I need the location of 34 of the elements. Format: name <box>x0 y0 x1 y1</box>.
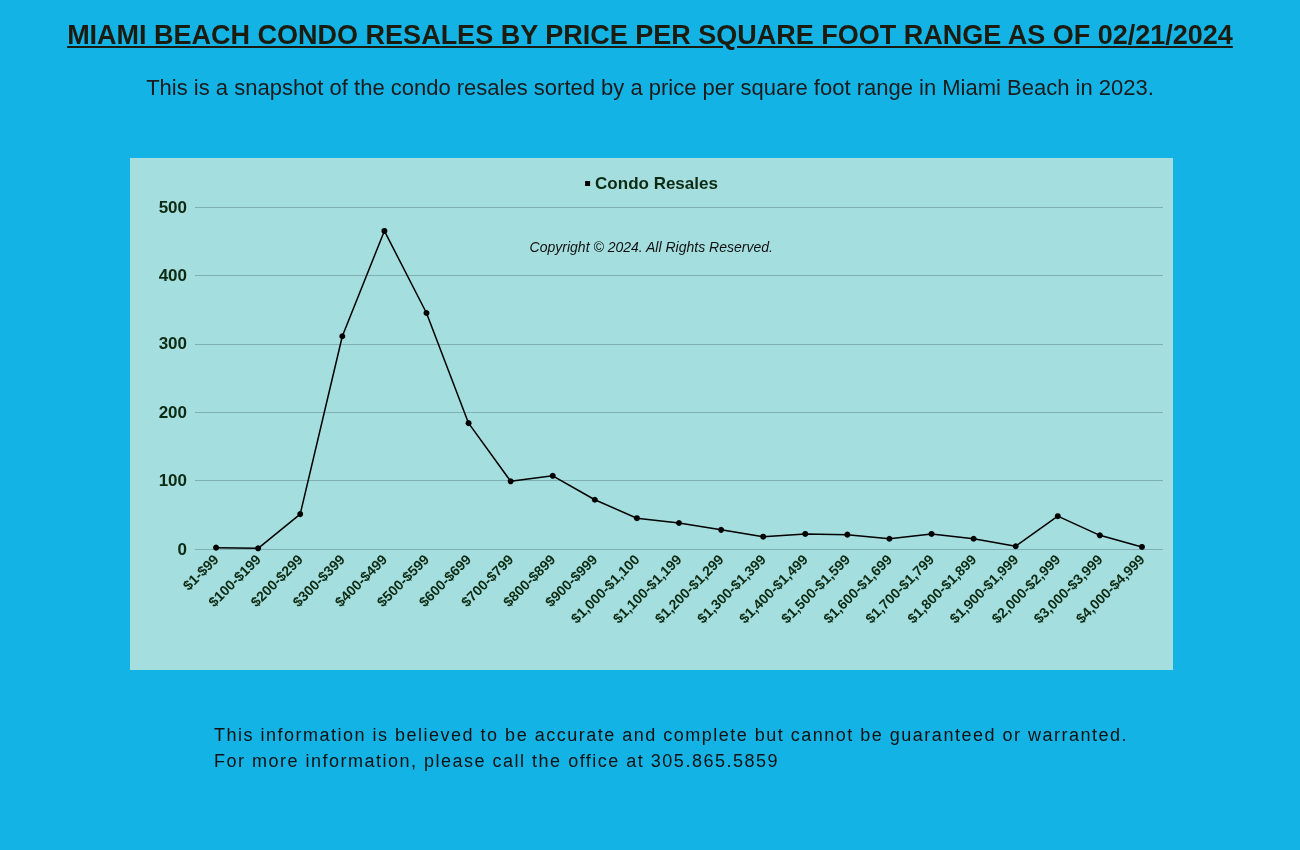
point <box>297 511 304 518</box>
point <box>1096 532 1103 539</box>
point <box>718 526 725 533</box>
y-tick-label: 500 <box>158 197 187 217</box>
legend-label: Condo Resales <box>595 174 718 193</box>
point <box>928 530 935 537</box>
point <box>1054 513 1061 520</box>
point <box>381 227 388 234</box>
y-tick-label: 400 <box>158 265 187 285</box>
chart-subtitle: This is a snapshot of the condo resales sorted by a price per square foot range in Miami Beach in 2023. <box>145 74 1155 102</box>
point <box>549 472 556 479</box>
point <box>676 520 682 527</box>
point <box>213 544 220 551</box>
y-tick-label: 200 <box>158 402 187 422</box>
point <box>423 310 430 317</box>
point <box>760 533 767 540</box>
point <box>844 531 851 538</box>
y-tick-label: 0 <box>177 539 187 559</box>
y-tick-label: 300 <box>158 334 187 354</box>
point <box>591 496 598 503</box>
y-tick-label: 100 <box>158 471 187 491</box>
point <box>1138 543 1145 550</box>
text: This information is believed to be accurate and complete but cannot be guaranteed or warranted. For more information, please call the office at 305.865.5859 <box>214 724 1129 773</box>
point <box>465 420 472 427</box>
point <box>255 545 262 552</box>
point <box>633 515 640 522</box>
point <box>507 478 514 485</box>
annotation: Copyright © 2024. All Rights Reserved. <box>529 239 773 255</box>
point <box>802 530 809 537</box>
point <box>886 535 893 542</box>
point <box>339 333 346 340</box>
point <box>970 535 977 542</box>
point <box>1012 543 1019 550</box>
chart-title: MIAMI BEACH CONDO RESALES BY PRICE PER SQUARE FOOT RANGE AS OF 02/21/2024 <box>66 20 1234 51</box>
